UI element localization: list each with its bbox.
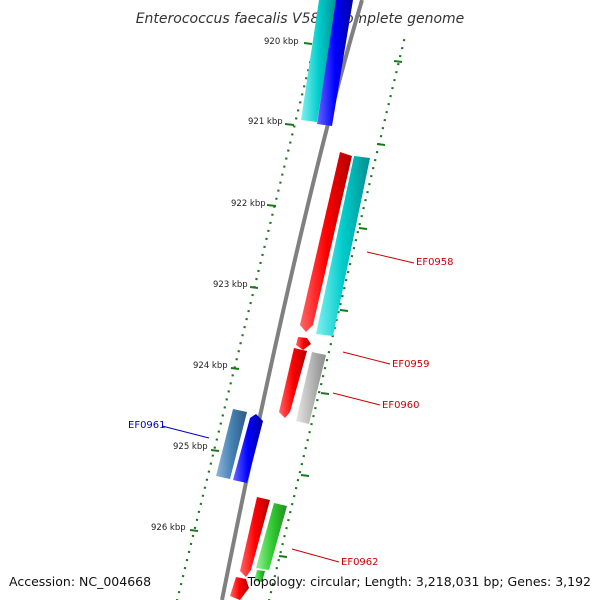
leader-ef0958 xyxy=(366,251,415,264)
cds-feature-green-small[interactable] xyxy=(254,570,265,582)
leader-ef0961 xyxy=(161,425,210,439)
tick-right-3 xyxy=(358,227,368,230)
tick-label-922: 922 kbp xyxy=(231,199,266,209)
tick-label-921: 921 kbp xyxy=(248,117,283,127)
tick-label-925: 925 kbp xyxy=(173,442,208,452)
tick-925kbp xyxy=(210,449,220,452)
cds-feature-ef0958[interactable] xyxy=(300,152,352,332)
genome-backbone xyxy=(220,0,364,600)
gene-labels: EF0958 EF0959 EF0960 EF0961 EF0962 xyxy=(128,251,454,568)
tick-920kbp xyxy=(303,42,313,45)
tick-label-920: 920 kbp xyxy=(264,37,299,47)
tick-922kbp xyxy=(266,204,277,207)
tick-label-924: 924 kbp xyxy=(193,361,228,371)
cds-feature-blue-ef0961[interactable] xyxy=(233,414,263,483)
tick-923kbp xyxy=(249,286,259,289)
tick-926kbp xyxy=(189,529,199,532)
cds-feature-red-bottom[interactable] xyxy=(230,577,249,600)
label-ef0961[interactable]: EF0961 xyxy=(128,420,166,431)
leader-ef0960 xyxy=(332,392,381,406)
tick-924kbp xyxy=(230,367,240,370)
accession-text: Accession: NC_004668 xyxy=(9,574,151,589)
cds-feature-ef0960[interactable] xyxy=(279,348,307,418)
cds-feature-cyan-top[interactable] xyxy=(301,0,337,122)
tick-right-1 xyxy=(393,60,403,63)
cds-feature-ef0962[interactable] xyxy=(256,503,287,570)
label-ef0960[interactable]: EF0960 xyxy=(382,400,420,411)
cds-feature-red-ef0962[interactable] xyxy=(240,497,270,577)
map-title: Enterococcus faecalis V583, complete gen… xyxy=(136,11,465,27)
cds-feature-cyan-ef0958[interactable] xyxy=(316,156,370,336)
tick-track xyxy=(176,37,406,600)
cds-feature-gray-ef0960[interactable] xyxy=(296,352,326,424)
label-ef0959[interactable]: EF0959 xyxy=(392,359,430,370)
cds-feature-ef0959[interactable] xyxy=(296,337,311,350)
cds-feature-ef0961[interactable] xyxy=(216,409,247,479)
tick-921kbp xyxy=(284,123,295,126)
features xyxy=(216,0,370,600)
tick-right-7 xyxy=(278,555,288,558)
tick-right-5 xyxy=(320,392,330,395)
tick-label-923: 923 kbp xyxy=(213,280,248,290)
label-ef0962[interactable]: EF0962 xyxy=(341,557,379,568)
leader-ef0959 xyxy=(342,351,391,365)
leader-ef0962 xyxy=(291,548,340,563)
tick-right-6 xyxy=(300,474,310,477)
tick-right-4 xyxy=(339,309,349,312)
label-ef0958[interactable]: EF0958 xyxy=(416,257,454,268)
cds-feature-blue-top[interactable] xyxy=(317,0,353,126)
topology-summary: Topology: circular; Length: 3,218,031 bp… xyxy=(247,574,591,589)
tick-label-926: 926 kbp xyxy=(151,523,186,533)
scale-ticks: 920 kbp 921 kbp 922 kbp 923 kbp 924 kbp … xyxy=(151,37,403,558)
tick-right-2 xyxy=(376,143,386,146)
